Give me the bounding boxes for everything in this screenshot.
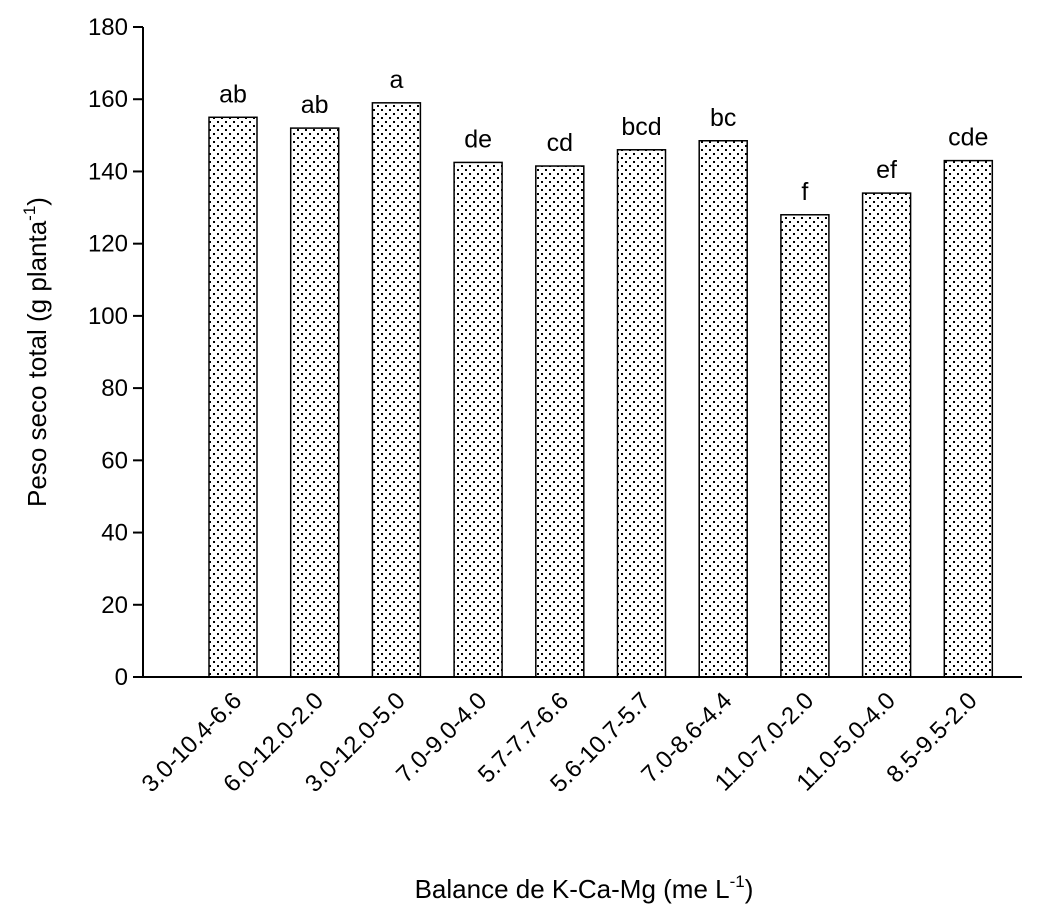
significance-letter: de [464,125,492,153]
significance-letter: a [389,66,403,94]
significance-labels: ab ab a de cd bcd bc f ef cde [219,66,988,206]
bar [943,159,994,678]
y-tick-label: 100 [88,303,128,330]
y-axis-title: Peso seco total (g planta-1) [20,197,52,507]
y-tick-label: 0 [115,664,128,691]
axes [142,27,1022,678]
bars-layer [208,102,994,678]
bar [371,102,422,678]
significance-letter: bcd [621,113,661,141]
significance-letter: ef [876,156,897,184]
y-tick-label: 120 [88,231,128,258]
y-ticks: 0 20 40 60 80 100 120 140 160 180 [88,14,143,691]
y-axis-title-main: Peso seco total (g planta [22,220,52,507]
y-tick-label: 140 [88,158,128,185]
y-axis-title-superscript: -1 [20,206,39,221]
x-axis-title-main: Balance de K-Ca-Mg (me L [415,874,730,904]
bar [453,161,503,678]
y-tick-label: 160 [88,86,128,113]
significance-letter: cd [547,129,573,157]
x-ticks: 3.0-10.4-6.66.0-12.0-2.03.0-12.0-5.07.0-… [137,687,983,798]
bar [861,192,912,678]
significance-letter: bc [710,104,736,132]
significance-letter: ab [301,91,329,119]
y-tick-label: 180 [88,14,128,41]
significance-letter: f [801,178,808,206]
x-axis-title: Balance de K-Ca-Mg (me L-1) [415,872,754,904]
x-axis-title-close: ) [745,874,754,904]
significance-letter: ab [219,80,247,108]
bar [616,149,667,678]
y-tick-label: 60 [101,447,128,474]
significance-letter: cde [948,124,988,152]
x-axis-title-superscript: -1 [730,872,745,891]
bar [208,116,258,678]
bar [698,140,748,678]
bar [535,165,585,678]
y-tick-label: 20 [101,592,128,619]
bar [289,127,340,678]
y-axis-title-close: ) [22,197,52,206]
bar [780,214,830,678]
y-tick-label: 80 [101,375,128,402]
y-tick-label: 40 [101,520,128,547]
